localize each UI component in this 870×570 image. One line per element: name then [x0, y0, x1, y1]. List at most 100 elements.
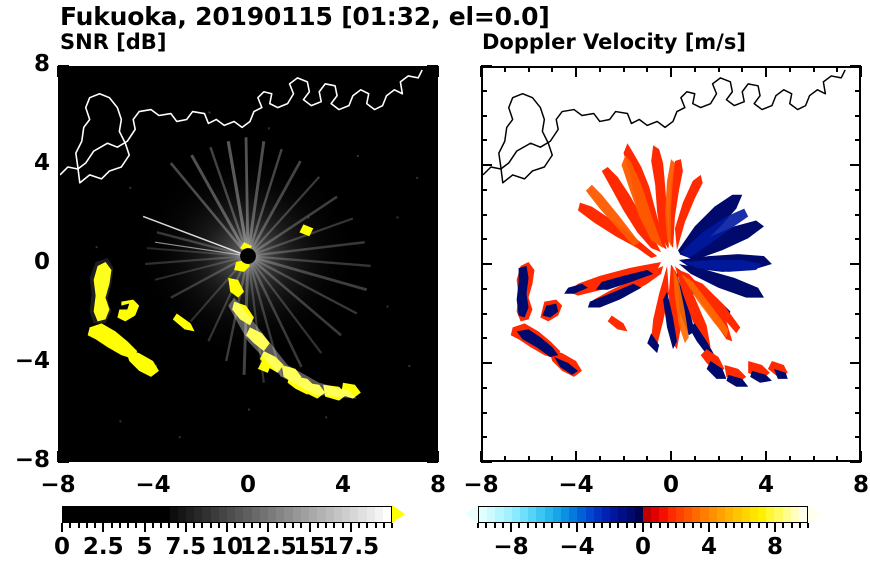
snr-plot-panel[interactable]	[58, 66, 438, 462]
colorbar-minor-tick	[501, 523, 504, 528]
colorbar-cell	[561, 507, 570, 522]
y-axis-minor-tick	[432, 436, 438, 439]
colorbar-cell	[145, 507, 154, 522]
colorbar-tick-label: 5	[136, 534, 153, 560]
doppler-plot-panel[interactable]	[481, 66, 861, 462]
y-axis-minor-tick	[481, 89, 487, 92]
y-axis-minor-tick	[481, 188, 487, 191]
y-axis-label: 0	[33, 249, 50, 275]
colorbar-minor-tick	[798, 523, 801, 528]
snr-colorbar-strip[interactable]	[62, 506, 392, 523]
x-axis-major-tick	[765, 66, 767, 77]
colorbar-tick-label: 2.5	[82, 534, 124, 560]
colorbar-minor-tick	[510, 523, 512, 528]
y-axis-major-tick	[427, 164, 438, 166]
colorbar-minor-tick	[559, 523, 562, 528]
doppler-colorbar-strip[interactable]	[478, 506, 808, 523]
y-axis-minor-tick	[481, 411, 487, 414]
colorbar-minor-tick	[267, 523, 270, 528]
y-axis-label: 8	[33, 51, 50, 77]
colorbar-cell	[757, 507, 767, 522]
x-axis-label: −4	[558, 472, 594, 498]
y-axis-minor-tick	[855, 188, 861, 191]
colorbar-cell	[511, 507, 521, 522]
y-axis-minor-tick	[58, 411, 64, 414]
x-axis-major-tick	[57, 451, 59, 462]
x-axis-minor-tick	[622, 66, 625, 72]
y-axis-minor-tick	[432, 312, 438, 315]
colorbar-cell	[210, 507, 219, 522]
colorbar-cell	[79, 507, 88, 522]
colorbar-minor-tick	[675, 523, 677, 528]
colorbar-cell	[382, 507, 392, 522]
x-axis-minor-tick	[128, 66, 131, 72]
colorbar-cell	[87, 507, 96, 522]
colorbar-minor-tick	[61, 523, 63, 528]
x-axis-major-tick	[152, 451, 154, 462]
colorbar-cell	[292, 507, 301, 522]
x-axis-minor-tick	[389, 456, 392, 462]
y-axis-major-tick	[481, 263, 492, 265]
colorbar-minor-tick	[374, 523, 377, 528]
colorbar-cell	[300, 507, 310, 522]
colorbar-minor-tick	[543, 523, 545, 528]
colorbar-cell	[659, 507, 668, 522]
colorbar-cell	[618, 507, 627, 522]
colorbar-cell	[577, 507, 586, 522]
colorbar-cell	[186, 507, 195, 522]
snr-colorbar-over-arrow-outline	[392, 505, 405, 523]
colorbar-minor-tick	[217, 523, 220, 528]
y-axis-minor-tick	[481, 139, 487, 142]
colorbar-minor-tick	[807, 523, 809, 528]
y-axis-minor-tick	[432, 238, 438, 241]
x-axis-minor-tick	[270, 66, 273, 72]
colorbar-cell	[350, 507, 359, 522]
x-axis-major-tick	[670, 451, 672, 462]
x-axis-minor-tick	[812, 456, 815, 462]
colorbar-cell	[634, 507, 644, 522]
colorbar-cell	[487, 507, 496, 522]
y-axis-minor-tick	[481, 337, 487, 340]
x-axis-minor-tick	[788, 66, 791, 72]
y-axis-minor-tick	[481, 114, 487, 117]
colorbar-cell	[741, 507, 750, 522]
colorbar-minor-tick	[135, 523, 138, 528]
x-axis-label: 4	[334, 472, 351, 498]
y-axis-minor-tick	[58, 337, 64, 340]
y-axis-minor-tick	[481, 312, 487, 315]
colorbar-minor-tick	[534, 523, 537, 528]
colorbar-minor-tick	[94, 523, 96, 528]
y-axis-minor-tick	[855, 436, 861, 439]
x-axis-minor-tick	[717, 456, 720, 462]
colorbar-minor-tick	[551, 523, 554, 528]
colorbar-minor-tick	[790, 523, 793, 528]
colorbar-minor-tick	[567, 523, 570, 528]
x-axis-major-tick	[152, 66, 154, 77]
colorbar-tick-label: 15	[293, 534, 326, 560]
y-axis-major-tick	[427, 65, 438, 67]
colorbar-minor-tick	[765, 523, 768, 528]
colorbar-cell	[602, 507, 611, 522]
x-axis-minor-tick	[294, 456, 297, 462]
colorbar-tick-label: 12.5	[239, 534, 297, 560]
y-axis-minor-tick	[58, 139, 64, 142]
x-axis-minor-tick	[788, 456, 791, 462]
x-axis-major-tick	[575, 66, 577, 77]
x-axis-major-tick	[575, 451, 577, 462]
colorbar-minor-tick	[102, 523, 105, 528]
y-axis-minor-tick	[58, 287, 64, 290]
colorbar-minor-tick	[341, 523, 344, 528]
y-axis-minor-tick	[481, 436, 487, 439]
colorbar-tick-label: 7.5	[165, 534, 207, 560]
y-axis-minor-tick	[58, 188, 64, 191]
y-axis-minor-tick	[481, 386, 487, 389]
y-axis-major-tick	[481, 65, 492, 67]
colorbar-minor-tick	[127, 523, 129, 528]
colorbar-tick-label: −8	[493, 534, 529, 560]
x-axis-minor-tick	[503, 456, 506, 462]
x-axis-minor-tick	[318, 456, 321, 462]
colorbar-cell	[194, 507, 203, 522]
y-axis-major-tick	[850, 362, 861, 364]
snr-plot-area	[60, 68, 436, 460]
